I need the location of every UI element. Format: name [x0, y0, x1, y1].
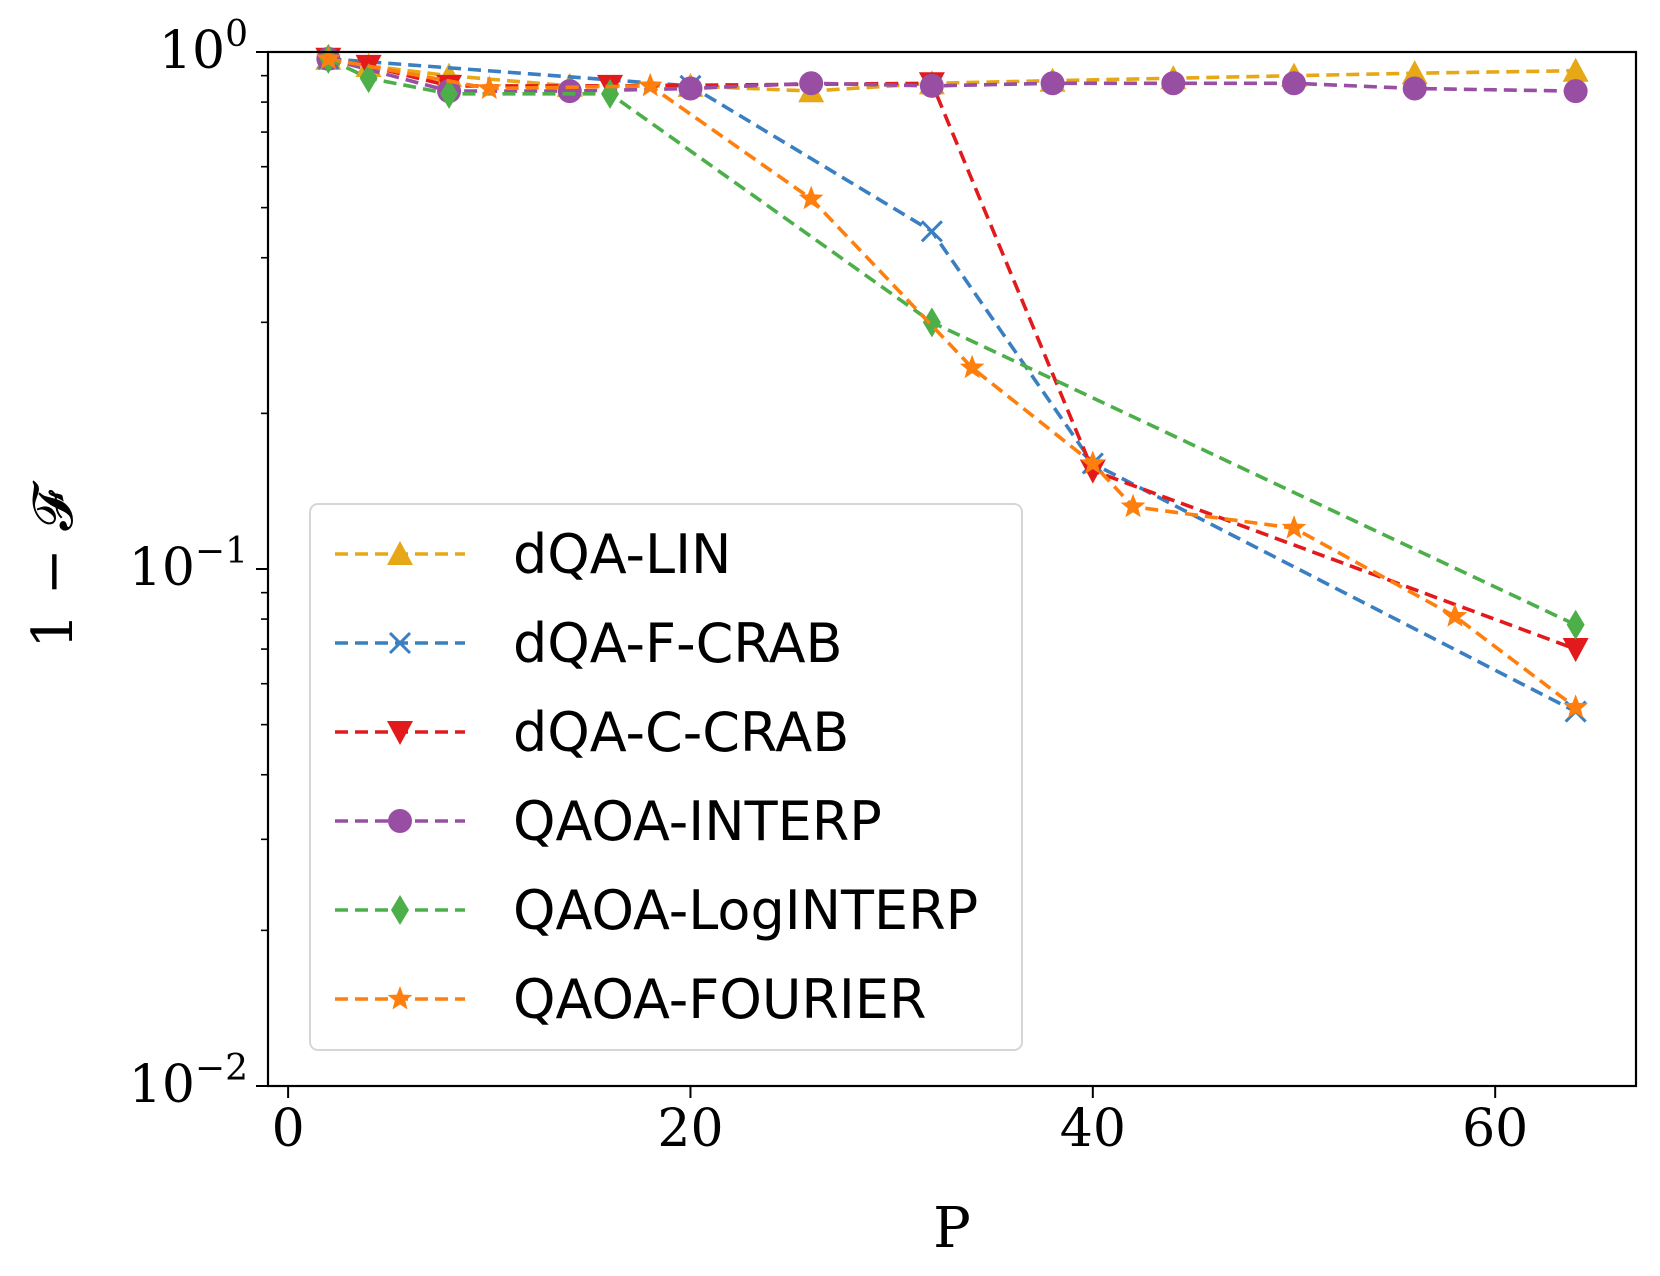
data-point	[1563, 694, 1588, 718]
data-point	[678, 76, 703, 101]
data-point	[799, 71, 824, 96]
data-point	[476, 75, 502, 99]
legend-marker	[387, 986, 413, 1010]
series-line	[328, 57, 1577, 709]
legend-entry: dQA-LIN	[335, 523, 731, 586]
data-point	[919, 73, 944, 98]
x-tick-label: 20	[657, 1099, 723, 1159]
legend-label: QAOA-INTERP	[513, 790, 882, 853]
data-point	[1562, 638, 1589, 663]
data-point	[1401, 60, 1428, 85]
x-axis-label: P	[933, 1196, 971, 1261]
y-tick-label: 10−1	[129, 531, 248, 598]
y-tick-label: 100	[159, 14, 248, 81]
data-point	[1282, 71, 1306, 96]
data-point	[1402, 76, 1427, 101]
data-point	[1161, 71, 1186, 96]
series-line	[328, 57, 1576, 93]
x-tick-label: 0	[272, 1099, 305, 1159]
legend-marker	[391, 895, 409, 925]
data-point	[440, 78, 459, 109]
y-tick-label: 10−2	[129, 1048, 248, 1115]
legend-label: dQA-C-CRAB	[513, 701, 849, 764]
data-point	[359, 63, 378, 94]
data-point	[1562, 57, 1589, 82]
data-point	[920, 220, 943, 243]
x-tick-label: 60	[1462, 1099, 1528, 1159]
data-point	[1079, 459, 1106, 484]
plot-layer	[315, 43, 1589, 723]
legend-label: dQA-LIN	[513, 523, 731, 586]
marker-stroke	[920, 220, 943, 243]
data-point	[1281, 515, 1307, 539]
legend-entry: dQA-C-CRAB	[335, 701, 849, 764]
legend-entry: QAOA-FOURIER	[335, 968, 926, 1031]
legend-marker	[388, 809, 412, 833]
data-point	[557, 79, 582, 104]
legend-marker	[388, 631, 412, 655]
data-point	[959, 354, 985, 379]
legend-label: dQA-F-CRAB	[513, 612, 843, 675]
axis-layer: 0 20 40 60 100 10−1 10−2	[129, 14, 1529, 1159]
legend-entry: QAOA-LogINTERP	[335, 879, 978, 942]
series-line	[327, 57, 1577, 627]
data-point	[316, 45, 341, 70]
data-point	[1120, 493, 1146, 518]
data-point	[637, 72, 663, 97]
legend-entry: QAOA-INTERP	[335, 790, 882, 853]
legend-entry: dQA-F-CRAB	[335, 612, 843, 675]
y-axis-label: 1 − 𝓕	[21, 480, 86, 649]
legend-box	[309, 503, 1023, 1051]
data-point	[798, 185, 824, 210]
data-point	[1080, 450, 1106, 474]
series-qaoa-fourier	[316, 45, 1588, 718]
marker-stroke	[388, 631, 412, 655]
legend-marker	[387, 541, 413, 566]
data-point	[1442, 603, 1468, 627]
data-point	[1040, 71, 1065, 96]
legend-label: QAOA-FOURIER	[513, 968, 926, 1031]
legend: dQA-LIN dQA-F-CRAB dQA-C-CRAB QAOA-INTERP QA…	[309, 503, 1023, 1051]
data-point	[1563, 79, 1588, 104]
legend-marker	[387, 720, 413, 745]
data-point	[1566, 609, 1585, 640]
x-tick-label: 40	[1060, 1099, 1126, 1159]
legend-label: QAOA-LogINTERP	[513, 879, 978, 942]
